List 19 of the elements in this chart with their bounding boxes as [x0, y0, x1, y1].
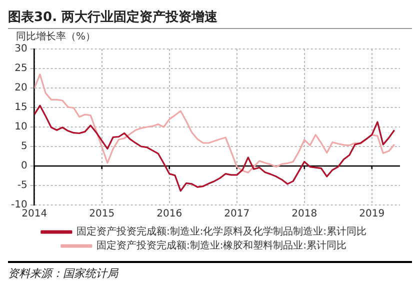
x-tick-label: 2016 [156, 208, 182, 220]
y-tick-label: -5 [17, 180, 28, 192]
y-tick-label: 0 [20, 160, 28, 172]
y-tick-label: 10 [14, 122, 28, 133]
x-tick-label: 2017 [224, 208, 250, 220]
y-tick-label: 20 [14, 82, 28, 94]
chart-title: 图表30. 两大行业固定资产投资增速 [8, 8, 412, 29]
y-axis-title: 同比增长率（%） [16, 30, 96, 43]
x-tick-label: 2019 [359, 208, 385, 220]
text: 资料来源：国家统计局 [8, 261, 412, 281]
x-tick-label: 2014 [22, 208, 48, 220]
legend-label: 固定资产投资完成额:制造业:橡胶和塑料制品业:累计同比 [96, 240, 347, 252]
y-tick-label: 30 [14, 44, 28, 55]
x-tick-label: 2015 [89, 208, 115, 220]
y-tick-label: 5 [20, 141, 28, 152]
y-tick-label: 15 [14, 102, 28, 114]
y-tick-label: 25 [14, 63, 28, 74]
legend-label: 固定资产投资完成额:制造业:化学原料及化学制品制造业:累计同比 [76, 226, 367, 238]
x-tick-label: 2018 [292, 208, 318, 220]
